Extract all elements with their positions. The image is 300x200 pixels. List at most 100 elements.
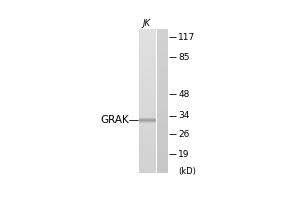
Bar [157,142,168,144]
Bar [139,147,156,149]
Bar [157,144,168,147]
Bar [157,125,168,128]
Bar [157,58,168,60]
Bar [139,41,156,43]
Bar [139,169,156,171]
Bar [157,67,168,70]
Bar [157,46,168,48]
Bar [139,91,156,94]
Bar [139,130,156,132]
Bar [157,79,168,82]
Bar [139,60,156,62]
Bar [139,82,156,84]
Bar [139,36,156,38]
Bar [157,152,168,154]
Text: 85: 85 [178,53,190,62]
Bar [157,154,168,156]
Bar [139,84,156,87]
Bar [157,74,168,77]
Bar [139,31,156,33]
Bar [139,149,156,152]
Bar [139,53,156,55]
Bar [157,62,168,65]
Bar [157,31,168,33]
Bar [139,94,156,96]
Text: JK: JK [142,19,150,28]
Bar [157,29,168,31]
Bar [157,87,168,89]
Bar [157,132,168,135]
Bar [157,169,168,171]
Bar [157,60,168,62]
Bar [157,161,168,164]
Bar [157,38,168,41]
Bar [157,50,168,53]
Bar [157,140,168,142]
Bar [157,103,168,106]
Bar [157,171,168,173]
Bar [139,58,156,60]
Bar [139,70,156,72]
Bar [157,77,168,79]
Bar [139,108,156,111]
Bar [139,140,156,142]
Text: 26: 26 [178,130,190,139]
Bar [157,130,168,132]
Bar [139,67,156,70]
Bar [139,111,156,113]
Bar [139,77,156,79]
Bar [157,33,168,36]
Bar [139,87,156,89]
Bar [157,115,168,118]
Text: GRAK—: GRAK— [100,115,140,125]
Bar [157,65,168,67]
Bar [139,48,156,50]
Bar [139,46,156,48]
Bar [139,55,156,58]
Text: 117: 117 [178,33,195,42]
Text: (kD): (kD) [178,167,196,176]
Bar [139,65,156,67]
Bar [157,118,168,120]
Bar [157,164,168,166]
Bar [157,149,168,152]
Bar [157,159,168,161]
Bar [139,159,156,161]
Bar [157,43,168,46]
Bar [139,137,156,140]
Bar [157,128,168,130]
Bar [139,164,156,166]
Bar [157,36,168,38]
Bar [157,135,168,137]
Bar [139,72,156,74]
Text: 34: 34 [178,111,190,120]
Bar [139,38,156,41]
Bar [157,89,168,91]
Bar [139,144,156,147]
Bar [139,171,156,173]
Bar [157,91,168,94]
Bar [139,103,156,106]
Text: 48: 48 [178,90,190,99]
Bar [157,48,168,50]
Bar [139,118,156,120]
Bar [139,156,156,159]
Bar [139,152,156,154]
Bar [139,50,156,53]
Bar [139,132,156,135]
Bar [139,120,156,123]
Bar [157,108,168,111]
Bar [139,161,156,164]
Bar [139,154,156,156]
Bar [157,96,168,99]
Bar [139,128,156,130]
Text: 19: 19 [178,150,190,159]
Bar [157,72,168,74]
Bar [157,111,168,113]
Bar [157,101,168,103]
Bar [139,62,156,65]
Bar [139,166,156,169]
Bar [139,135,156,137]
Bar [139,79,156,82]
Bar [157,41,168,43]
